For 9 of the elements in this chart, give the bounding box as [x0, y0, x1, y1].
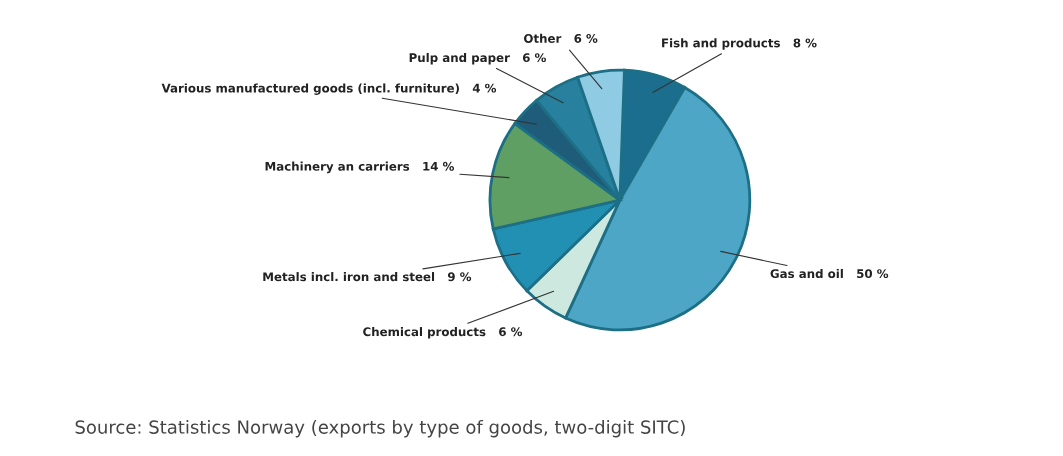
slice-label: Pulp and paper 6 %: [409, 52, 546, 65]
slice-label: Gas and oil 50 %: [770, 268, 889, 279]
slice-label: Other 6 %: [524, 33, 598, 43]
slice-label: Fish and products 8 %: [662, 38, 817, 50]
slice-label: Metals incl. iron and steel 9 %: [263, 272, 472, 282]
slice-label: Machinery an carriers 14 %: [265, 161, 455, 174]
source-note: Source: Statistics Norway (exports by type of goods, two-digit SITC): [75, 419, 685, 438]
slice-label: Various manufactured goods (incl. furniture) 4 %: [161, 83, 497, 95]
slice-label: Chemical products 6 %: [363, 327, 523, 339]
